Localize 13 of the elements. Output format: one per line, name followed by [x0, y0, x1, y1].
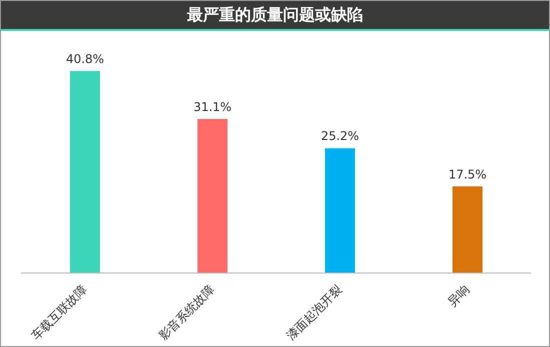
data-label: 40.8%: [66, 52, 104, 66]
x-tick-label: 车载互联故障: [28, 282, 90, 343]
x-tick-label: 异响: [445, 282, 472, 309]
bar: [452, 186, 482, 273]
data-label: 25.2%: [320, 129, 360, 144]
bar: [198, 119, 228, 273]
bar: [325, 148, 355, 273]
chart-title: 最严重的质量问题或缺陷: [1, 1, 549, 31]
data-label: 17.5%: [448, 167, 487, 182]
data-label: 31.1%: [193, 100, 232, 114]
x-tick-label: 影音系统故障: [156, 282, 218, 343]
bar: [70, 71, 100, 273]
x-tick-label: 漆面起泡开裂: [284, 282, 345, 343]
